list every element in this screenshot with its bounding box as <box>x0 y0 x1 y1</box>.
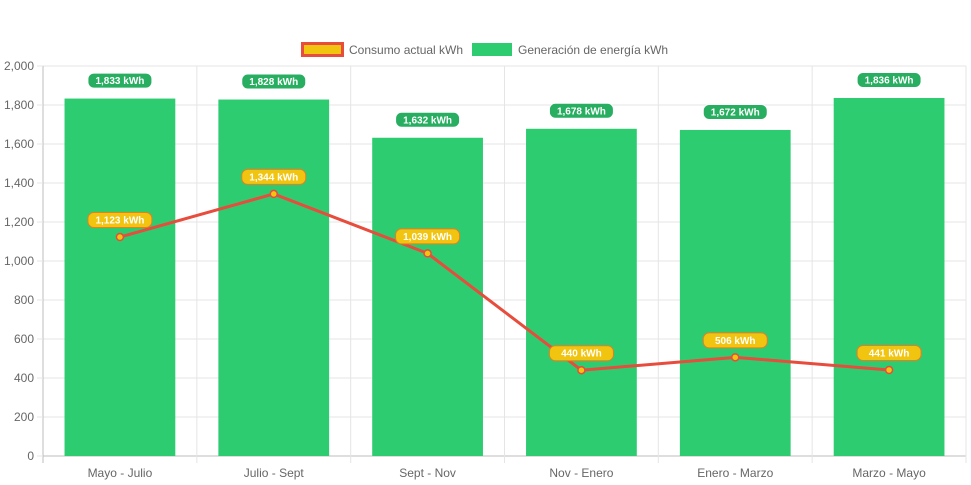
y-tick-label: 0 <box>27 449 34 463</box>
data-label: 1,344 kWh <box>249 172 298 183</box>
data-label: 441 kWh <box>869 349 910 360</box>
x-tick-label: Julio - Sept <box>244 466 305 480</box>
line-point[interactable] <box>731 353 740 362</box>
data-label-box <box>702 103 768 120</box>
legend-label-consumo: Consumo actual kWh <box>349 43 463 57</box>
line-point[interactable] <box>577 365 586 375</box>
data-label-box <box>702 332 768 349</box>
x-tick-label: Mayo - Julio <box>88 466 153 480</box>
bar[interactable] <box>679 129 791 456</box>
data-label-box <box>548 102 614 119</box>
y-tick-label: 400 <box>14 371 34 385</box>
legend-label-generacion: Generación de energía kWh <box>518 43 668 57</box>
legend: Consumo actual kWh Generación de energía … <box>301 42 668 57</box>
data-label-box <box>856 71 922 88</box>
data-label: 1,632 kWh <box>403 115 452 126</box>
line-point[interactable] <box>884 365 894 375</box>
bar[interactable] <box>64 98 176 456</box>
data-label: 1,828 kWh <box>249 77 298 88</box>
data-label: 1,678 kWh <box>557 106 606 117</box>
line-point[interactable] <box>423 249 432 258</box>
x-tick-label: Nov - Enero <box>549 466 613 480</box>
data-label-box <box>241 73 307 90</box>
data-label: 1,123 kWh <box>95 216 144 227</box>
axes: 0 200 400 600 800 1,000 1,200 1,400 1,600 1,800 2,… <box>4 59 926 480</box>
legend-swatch-consumo <box>301 42 344 57</box>
y-tick-label: 600 <box>14 332 34 346</box>
data-label-box <box>87 212 153 229</box>
data-label: 1,833 kWh <box>95 76 144 87</box>
y-tick-label: 1,000 <box>4 254 34 268</box>
x-tick-label: Marzo - Mayo <box>852 466 926 480</box>
data-label: 1,672 kWh <box>711 107 760 118</box>
data-label: 1,836 kWh <box>865 75 914 86</box>
line-point[interactable] <box>269 189 278 199</box>
bar[interactable] <box>372 137 483 456</box>
grid-lines <box>42 65 967 463</box>
data-label-box <box>548 345 614 362</box>
line-series <box>115 189 894 375</box>
data-label-box <box>856 345 922 362</box>
bar-series <box>64 97 945 457</box>
y-tick-label: 800 <box>14 293 34 307</box>
data-label: 1,039 kWh <box>403 232 452 243</box>
data-label: 506 kWh <box>715 336 756 347</box>
data-label-box <box>87 72 153 89</box>
legend-swatch-generacion <box>472 43 512 56</box>
data-label-box <box>395 111 461 128</box>
data-labels: 1,833 kWh 1,828 kWh 1,632 kWh 1,678 kWh 1,67… <box>87 71 922 362</box>
y-tick-label: 1,800 <box>4 98 34 112</box>
data-label-box <box>395 228 461 245</box>
data-label: 440 kWh <box>561 349 602 360</box>
line-path <box>119 192 890 372</box>
x-tick-label: Enero - Marzo <box>697 466 773 480</box>
y-tick-label: 1,200 <box>4 215 34 229</box>
data-label-box <box>241 168 307 185</box>
y-tick-label: 200 <box>14 410 34 424</box>
line-point[interactable] <box>115 232 125 242</box>
y-tick-label: 1,600 <box>4 137 34 151</box>
bar[interactable] <box>833 97 945 456</box>
bar[interactable] <box>218 99 330 456</box>
x-tick-label: Sept - Nov <box>399 466 456 480</box>
bar[interactable] <box>526 128 637 457</box>
y-tick-label: 1,400 <box>4 176 34 190</box>
y-tick-label: 2,000 <box>4 59 34 73</box>
